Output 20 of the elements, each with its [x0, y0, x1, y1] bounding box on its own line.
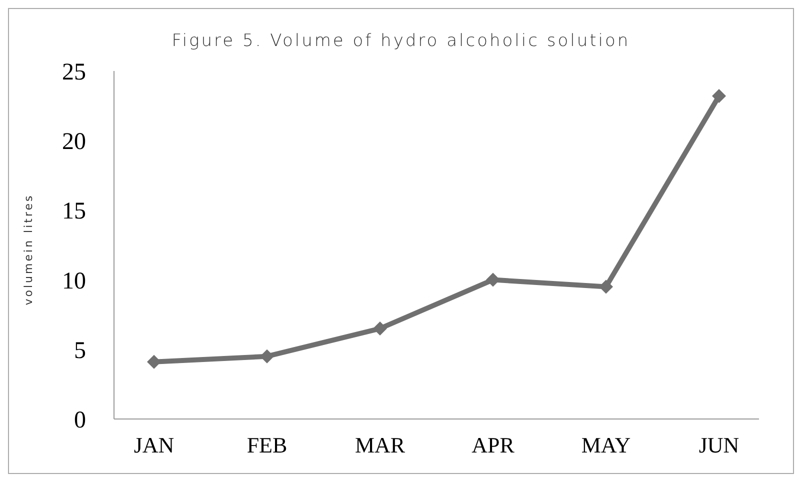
x-tick-label: JUN: [698, 432, 740, 458]
y-tick-label: 5: [74, 338, 86, 364]
point: [260, 349, 274, 364]
x-tick-label: MAR: [354, 432, 406, 458]
x-tick-label: JAN: [134, 432, 174, 458]
point: [486, 272, 500, 287]
x-tick-label: APR: [472, 432, 515, 458]
y-tick-label: 25: [62, 60, 86, 86]
point: [147, 354, 161, 369]
point: [712, 89, 726, 104]
y-tick-label: 15: [62, 198, 86, 225]
chart-title: Figure 5. Volume of hydro alcoholic solution: [170, 31, 632, 51]
x-tick-label: MAY: [581, 432, 631, 458]
y-tick-label: 0: [74, 408, 86, 434]
y-tick-label: 20: [62, 129, 86, 156]
y-tick-label: 10: [62, 268, 86, 294]
y-axis-title: volumein litres: [22, 193, 36, 305]
x-tick-label: FEB: [246, 432, 288, 458]
point: [599, 280, 613, 294]
point: [373, 322, 387, 336]
